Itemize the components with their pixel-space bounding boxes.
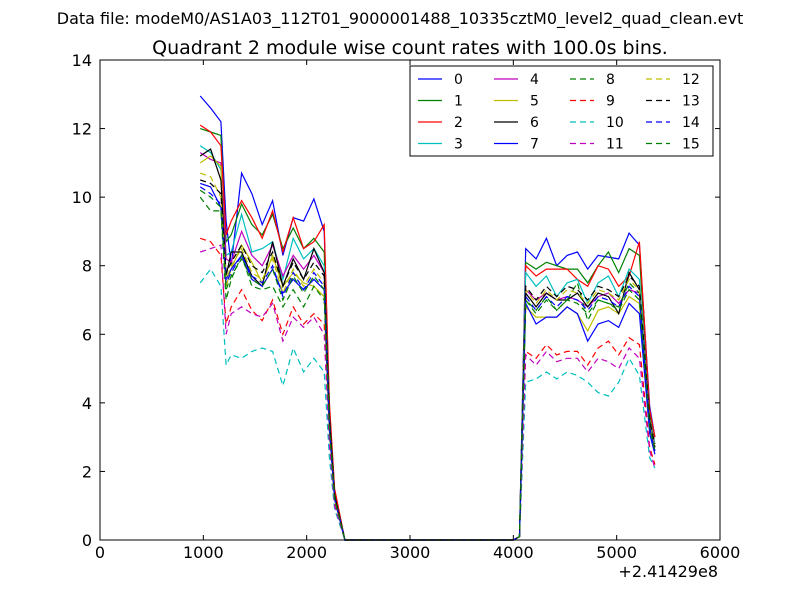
chart-title: Quadrant 2 module wise count rates with … [152, 37, 668, 59]
y-tick-label: 14 [72, 51, 92, 70]
y-tick-label: 4 [82, 394, 92, 413]
series-line-15 [199, 189, 656, 541]
x-tick-label: 2000 [286, 543, 327, 562]
series-line-7 [200, 182, 656, 541]
x-tick-label: 5000 [596, 543, 637, 562]
legend-label-11: 11 [606, 137, 624, 153]
legend-label-14: 14 [682, 115, 700, 131]
legend-label-1: 1 [454, 94, 463, 110]
figure-suptitle: Data file: modeM0/AS1A03_112T01_90000014… [57, 9, 743, 29]
x-tick-label: 0 [95, 543, 105, 562]
series-line-11 [200, 244, 656, 541]
legend-label-15: 15 [682, 137, 700, 153]
y-tick-label: 0 [82, 531, 92, 550]
legend-label-5: 5 [530, 94, 539, 110]
series-line-1 [200, 128, 656, 541]
x-tick-label: 6000 [700, 543, 741, 562]
legend-label-0: 0 [454, 72, 463, 88]
series-line-14 [199, 186, 656, 541]
series-line-3 [199, 145, 656, 541]
y-tick-label: 6 [82, 325, 92, 344]
series-line-8 [199, 196, 656, 541]
legend-label-10: 10 [606, 115, 624, 131]
x-axis-offset-label: +2.41429e8 [618, 562, 718, 581]
series-lines [199, 95, 656, 541]
y-tick-label: 10 [72, 188, 92, 207]
legend-label-7: 7 [530, 137, 539, 153]
x-tick-label: 4000 [493, 543, 534, 562]
legend-label-6: 6 [530, 115, 539, 131]
y-tick-label: 8 [82, 257, 92, 276]
legend-label-8: 8 [606, 72, 615, 88]
legend-label-9: 9 [606, 94, 615, 110]
y-tick-label: 12 [72, 120, 92, 139]
series-line-10 [199, 268, 656, 541]
series-line-6 [199, 148, 656, 541]
series-line-13 [200, 179, 656, 541]
y-tick-label: 2 [82, 462, 92, 481]
series-line-5 [199, 155, 656, 541]
legend-label-12: 12 [682, 72, 700, 88]
x-tick-label: 1000 [183, 543, 224, 562]
series-line-2 [199, 124, 656, 541]
axis-ticks [99, 59, 721, 541]
legend-label-3: 3 [454, 137, 463, 153]
legend-label-13: 13 [682, 94, 700, 110]
x-axis-tick-labels: 0 1000 2000 3000 4000 5000 6000 [95, 543, 740, 562]
y-axis-tick-labels: 0 2 4 6 8 10 12 14 [72, 51, 92, 550]
series-line-9 [200, 237, 656, 541]
legend-box [409, 65, 714, 157]
x-tick-label: 3000 [390, 543, 431, 562]
legend-label-2: 2 [454, 115, 463, 131]
series-line-12 [200, 172, 656, 541]
legend-label-4: 4 [530, 72, 539, 88]
